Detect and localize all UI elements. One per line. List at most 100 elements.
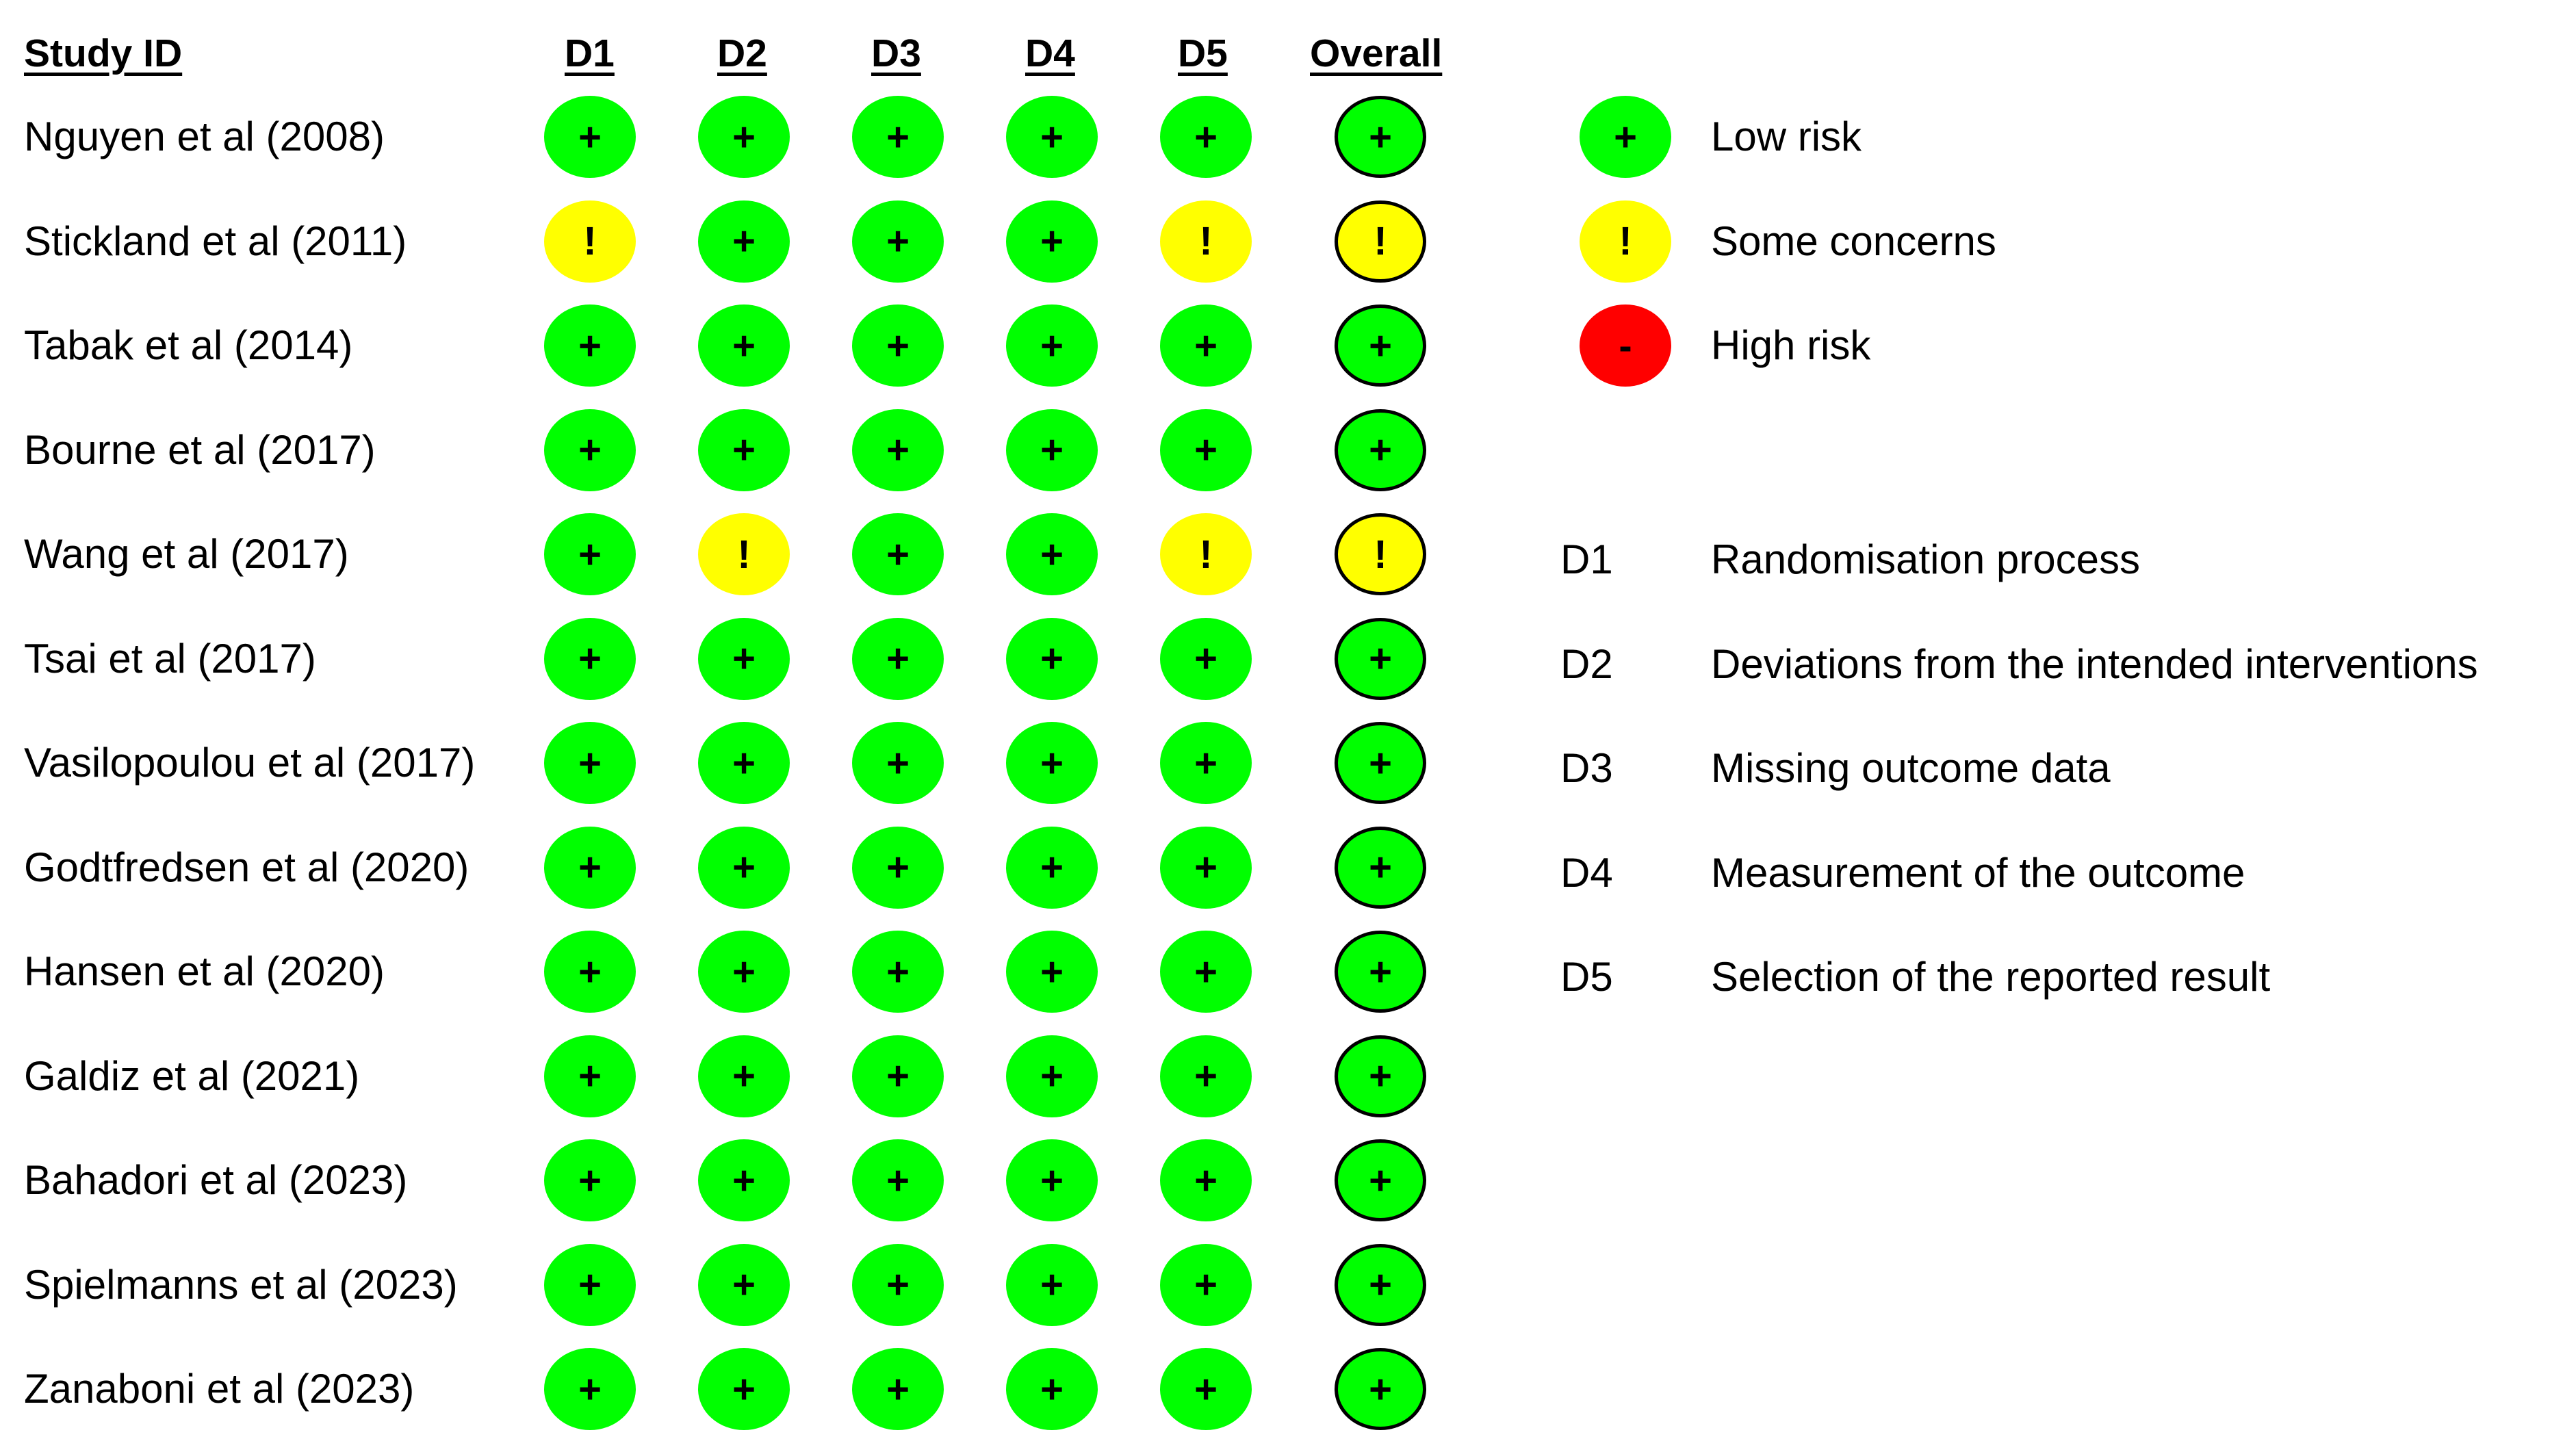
header-overall: Overall xyxy=(1310,31,1443,75)
domain-legend-label: Missing outcome data xyxy=(1711,745,2111,791)
risk-dot-d4: + xyxy=(1006,722,1098,804)
risk-dot-overall: + xyxy=(1335,1035,1426,1117)
risk-dot-d2: + xyxy=(698,1035,790,1117)
study-name: Vasilopoulou et al (2017) xyxy=(24,740,476,786)
risk-dot-d4: + xyxy=(1006,409,1098,491)
risk-dot-d2: + xyxy=(698,200,790,283)
risk-dot-d3: + xyxy=(852,1139,944,1221)
risk-dot-d4: + xyxy=(1006,304,1098,387)
risk-dot-d2: + xyxy=(698,409,790,491)
risk-dot-d5: + xyxy=(1160,931,1252,1013)
risk-dot-d5: + xyxy=(1160,1035,1252,1117)
risk-dot-d2: + xyxy=(698,722,790,804)
risk-dot-d4: + xyxy=(1006,200,1098,283)
risk-dot-d2: + xyxy=(698,826,790,909)
risk-dot-d2: + xyxy=(698,617,790,700)
risk-dot-d2: + xyxy=(698,304,790,387)
risk-dot-d5: ! xyxy=(1160,513,1252,595)
risk-dot-d5: + xyxy=(1160,304,1252,387)
risk-dot-d3: + xyxy=(852,617,944,700)
risk-dot-d5: + xyxy=(1160,826,1252,909)
header-study-id: Study ID xyxy=(24,31,183,75)
risk-dot-overall: ! xyxy=(1335,513,1426,595)
domain-legend-code: D2 xyxy=(1560,640,1613,687)
risk-dot-d3: + xyxy=(852,931,944,1013)
header-d2: D2 xyxy=(717,31,767,75)
risk-dot-d1: + xyxy=(544,1348,636,1430)
risk-dot-d1: + xyxy=(544,826,636,909)
domain-legend-label: Randomisation process xyxy=(1711,536,2140,582)
risk-dot-overall: + xyxy=(1335,96,1426,178)
domain-legend-code: D4 xyxy=(1560,849,1613,896)
risk-dot-d3: + xyxy=(852,722,944,804)
risk-dot-d4: + xyxy=(1006,1243,1098,1326)
risk-dot-d1: + xyxy=(544,96,636,178)
study-name: Bahadori et al (2023) xyxy=(24,1157,408,1203)
risk-dot-d1: + xyxy=(544,1035,636,1117)
risk-dot-d2: + xyxy=(698,1139,790,1221)
study-name: Nguyen et al (2008) xyxy=(24,114,385,159)
risk-dot-d4: + xyxy=(1006,826,1098,909)
study-name: Bourne et al (2017) xyxy=(24,426,376,473)
study-name: Wang et al (2017) xyxy=(24,531,349,577)
risk-dot-d4: + xyxy=(1006,96,1098,178)
risk-dot-d2: + xyxy=(698,96,790,178)
domain-legend-label: Selection of the reported result xyxy=(1711,954,2271,1000)
study-name: Zanaboni et al (2023) xyxy=(24,1366,415,1412)
risk-dot-d5: + xyxy=(1160,1139,1252,1221)
risk-dot-d3: + xyxy=(852,1243,944,1326)
risk-dot-d5: + xyxy=(1160,617,1252,700)
study-name: Galdiz et al (2021) xyxy=(24,1052,360,1099)
risk-dot-d4: + xyxy=(1006,617,1098,700)
header-d1: D1 xyxy=(565,31,615,75)
domain-legend-code: D5 xyxy=(1560,954,1613,1000)
risk-dot-overall: + xyxy=(1335,722,1426,804)
risk-dot-d2: + xyxy=(698,1243,790,1326)
risk-dot-overall: + xyxy=(1335,826,1426,909)
risk-dot-d4: + xyxy=(1006,1139,1098,1221)
risk-dot-d5: + xyxy=(1160,722,1252,804)
legend-low-icon: + xyxy=(1580,96,1671,178)
risk-dot-overall: + xyxy=(1335,931,1426,1013)
risk-dot-d3: + xyxy=(852,96,944,178)
risk-dot-d3: + xyxy=(852,304,944,387)
risk-dot-overall: + xyxy=(1335,1139,1426,1221)
risk-dot-d1: + xyxy=(544,409,636,491)
risk-dot-d1: + xyxy=(544,1243,636,1326)
risk-dot-d3: + xyxy=(852,513,944,595)
legend-high-label: High risk xyxy=(1711,322,1871,368)
risk-dot-overall: + xyxy=(1335,617,1426,700)
risk-dot-d2: ! xyxy=(698,513,790,595)
domain-legend-code: D3 xyxy=(1560,745,1613,791)
risk-dot-d2: + xyxy=(698,1348,790,1430)
risk-dot-d2: + xyxy=(698,931,790,1013)
domain-legend-code: D1 xyxy=(1560,536,1613,582)
risk-dot-overall: + xyxy=(1335,1243,1426,1326)
risk-dot-d4: + xyxy=(1006,513,1098,595)
risk-dot-d4: + xyxy=(1006,1035,1098,1117)
risk-dot-d4: + xyxy=(1006,1348,1098,1430)
study-name: Godtfredsen et al (2020) xyxy=(24,844,469,890)
risk-dot-d1: + xyxy=(544,513,636,595)
header-d5: D5 xyxy=(1178,31,1228,75)
study-name: Hansen et al (2020) xyxy=(24,948,385,994)
risk-dot-d5: ! xyxy=(1160,200,1252,283)
risk-dot-d1: + xyxy=(544,1139,636,1221)
legend-some-icon: ! xyxy=(1580,200,1671,283)
study-name: Tabak et al (2014) xyxy=(24,322,353,368)
risk-dot-d1: + xyxy=(544,722,636,804)
risk-dot-d5: + xyxy=(1160,409,1252,491)
risk-dot-d3: + xyxy=(852,200,944,283)
header-d4: D4 xyxy=(1025,31,1075,75)
study-name: Tsai et al (2017) xyxy=(24,635,316,682)
risk-dot-overall: + xyxy=(1335,409,1426,491)
risk-dot-d5: + xyxy=(1160,1243,1252,1326)
risk-dot-d3: + xyxy=(852,1348,944,1430)
legend-some-label: Some concerns xyxy=(1711,218,1996,264)
risk-dot-d1: + xyxy=(544,931,636,1013)
risk-dot-d3: + xyxy=(852,1035,944,1117)
risk-dot-d1: + xyxy=(544,617,636,700)
risk-dot-d5: + xyxy=(1160,1348,1252,1430)
legend-high-icon: - xyxy=(1580,304,1671,387)
header-d3: D3 xyxy=(871,31,921,75)
